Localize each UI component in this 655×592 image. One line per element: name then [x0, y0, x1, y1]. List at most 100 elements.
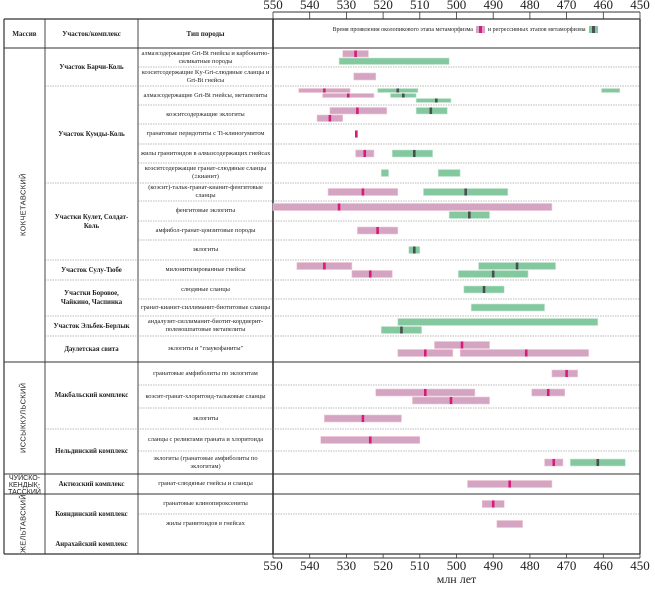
- peak-mark: [356, 107, 359, 114]
- rock-type-cell: (коэсит)-тальк-гранат-кианит-фенгитовые …: [148, 184, 263, 199]
- peak-mark: [424, 349, 427, 357]
- site-label: Нельдинский комплекс: [55, 448, 128, 455]
- rock-type-cell: андалузит-силлиманит-биотит-кордиерит-по…: [147, 318, 264, 333]
- top-tick-label: 480: [520, 0, 540, 12]
- rock-type-cell: эклогиты: [192, 246, 219, 253]
- top-tick-label: 550: [263, 0, 283, 12]
- rock-type-cell: сланцы с реликтами граната и хлоритоида: [147, 436, 264, 443]
- rock-type-cell: алмазсодержащие Grt-Bt гнейсы и карбонат…: [141, 49, 270, 65]
- top-tick-label: 510: [410, 0, 430, 12]
- bottom-tick-label: 450: [630, 558, 650, 573]
- legend-retro-swatch: [588, 26, 598, 34]
- bottom-tick-label: 520: [373, 558, 393, 573]
- peak-mark: [323, 262, 326, 270]
- retro-bar: [415, 98, 452, 103]
- site-label: Кояндинский комплекс: [55, 510, 128, 518]
- peak-mark: [361, 188, 365, 196]
- retro-bar: [391, 149, 433, 158]
- retro-mark: [412, 246, 416, 254]
- column-header: Массив: [12, 30, 37, 38]
- retro-mark: [435, 98, 438, 103]
- top-tick-label: 500: [446, 0, 467, 12]
- peak-bar: [551, 369, 578, 378]
- peak-mark: [491, 500, 495, 508]
- peak-mark: [361, 415, 365, 422]
- peak-bar: [272, 203, 553, 211]
- peak-mark: [508, 480, 512, 488]
- peak-mark: [552, 459, 556, 466]
- bottom-tick-label: 540: [299, 558, 320, 573]
- peak-mark: [337, 203, 341, 211]
- retro-bar: [380, 169, 389, 177]
- peak-mark: [363, 150, 367, 157]
- rock-type-cell: гранатовые перидотиты с Ti-клиногумитом: [146, 130, 265, 137]
- legend-peak-swatch: [475, 26, 485, 34]
- top-tick-label: 490: [483, 0, 503, 12]
- peak-bar: [353, 72, 377, 81]
- peak-bar: [496, 520, 523, 528]
- massif-label: КОКЧЕТАВСКИЙ: [18, 173, 28, 237]
- legend-peak-label: Время проявления околопикового этапа мет…: [332, 27, 473, 33]
- rock-type-cell: жилы гранитоидов в алмазсодержащих гнейс…: [140, 149, 271, 157]
- rock-type-cell: милонитизированные гнейсы: [165, 266, 246, 273]
- peak-mark: [368, 270, 372, 278]
- bottom-tick-label: 490: [483, 558, 503, 573]
- peak-bar: [351, 270, 393, 278]
- rock-type-cell: слюдяные сланцы: [181, 285, 230, 293]
- massif-label: ИССЫККУЛЬСКИЙ: [18, 382, 28, 454]
- rock-type-cell: коэситсодержащие гранат-слюдяные сланцы …: [144, 165, 267, 180]
- site-label: Участки Боровое, Чайкино, Часпинка: [60, 290, 123, 306]
- bottom-tick-label: 470: [556, 558, 577, 573]
- bottom-tick-label: 510: [410, 558, 430, 573]
- retro-mark: [596, 459, 600, 466]
- column-header: Участок/комплекс: [62, 30, 121, 38]
- peak-mark: [323, 88, 326, 93]
- site-label: Актюзский комплекс: [58, 480, 125, 488]
- rock-type-cell: эклогиты (гранатовые амфиболиты по эклог…: [153, 454, 258, 470]
- retro-mark: [464, 188, 467, 196]
- massif-label: ЖЕЛЬТАВСКИЙ: [18, 494, 28, 554]
- peak-mark: [328, 115, 332, 122]
- peak-bar: [459, 349, 589, 357]
- site-label: Участки Кулет, Солдат-Коль: [54, 213, 129, 230]
- retro-mark: [401, 93, 405, 98]
- retro-mark: [400, 326, 403, 334]
- bottom-tick-label: 500: [446, 558, 467, 573]
- massif-label: ЧУЙСКО-КЕНДЫК- ТАССКИЙ: [8, 475, 41, 496]
- rock-type-cell: эклогиты: [192, 414, 219, 422]
- legend-retro-label: и регрессивных этапов метаморфизма: [487, 27, 586, 33]
- retro-mark: [468, 211, 471, 219]
- site-label: Анрахайский комплекс: [55, 540, 128, 548]
- peak-mark: [376, 227, 379, 234]
- peak-mark: [424, 389, 427, 396]
- legend: Время проявления околопикового этапа мет…: [303, 26, 630, 35]
- peak-mark: [524, 349, 528, 357]
- site-label: Участок Сулу-Тюбе: [61, 266, 122, 274]
- rock-type-cell: гранат-слюдяные гнейсы и сланцы: [158, 480, 253, 487]
- rock-type-cell: гранат-кианит-силлиманит-биотитовые слан…: [140, 303, 271, 311]
- retro-bar: [397, 318, 599, 326]
- site-label: Макбальский комплекс: [54, 392, 129, 399]
- retro-mark: [412, 150, 416, 157]
- peak-mark: [460, 341, 464, 349]
- retro-bar: [338, 57, 450, 65]
- top-tick-label: 520: [373, 0, 393, 12]
- top-tick-label: 530: [336, 0, 357, 12]
- bottom-tick-label: 530: [336, 558, 357, 573]
- rock-type-cell: эклогиты и "глаукофаниты": [167, 345, 244, 352]
- rock-type-cell: амфибол-гранат-цоизитовые породы: [155, 226, 256, 234]
- rock-type-cell: коэситсодержащие эклогиты: [166, 110, 245, 118]
- top-tick-label: 450: [630, 0, 650, 12]
- site-label: Участок Эльбек-Берлык: [53, 322, 130, 330]
- top-tick-label: 460: [593, 0, 614, 12]
- column-header: Тип породы: [186, 30, 225, 38]
- bottom-tick-label: 460: [593, 558, 614, 573]
- retro-mark: [491, 270, 495, 278]
- rock-type-cell: фенгитовые эклогиты: [175, 207, 236, 214]
- top-tick-label: 540: [299, 0, 320, 12]
- site-label: Даулетская свита: [64, 345, 119, 353]
- peak-mark: [355, 130, 358, 138]
- retro-mark: [515, 262, 519, 270]
- site-label: Участок Барчи-Коль: [59, 63, 124, 71]
- peak-mark: [354, 50, 357, 57]
